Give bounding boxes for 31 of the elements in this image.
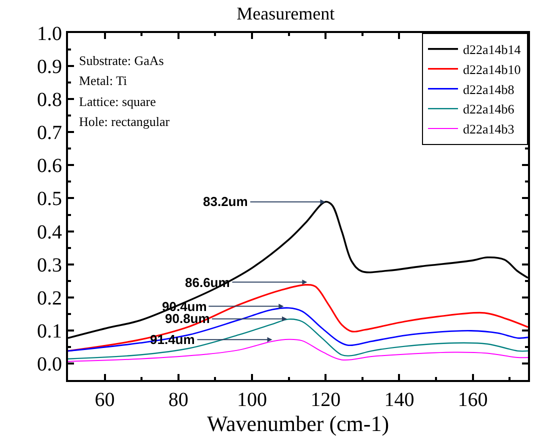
legend-label: d22a14b14 bbox=[463, 42, 522, 58]
legend-label: d22a14b6 bbox=[463, 102, 515, 117]
y-tick-label: 0.9 bbox=[37, 56, 62, 78]
legend-label: d22a14b10 bbox=[463, 62, 521, 77]
x-tick-label: 140 bbox=[384, 389, 414, 411]
x-tick-label: 60 bbox=[94, 389, 115, 411]
x-tick-label: 80 bbox=[168, 389, 188, 411]
x-tick-label: 120 bbox=[310, 389, 341, 411]
annotation: 83.2um bbox=[203, 194, 248, 209]
y-tick-label: 0.8 bbox=[37, 89, 62, 112]
legend-label: d22a14b3 bbox=[463, 122, 514, 137]
annotation: Substrate: GaAs bbox=[79, 53, 164, 68]
y-tick-label: 0.5 bbox=[37, 188, 62, 210]
x-tick-label: 100 bbox=[237, 389, 267, 411]
x-tick-label: 160 bbox=[458, 389, 488, 411]
y-tick-label: 1.0 bbox=[37, 23, 62, 45]
annotation: Hole: rectangular bbox=[79, 114, 170, 129]
y-tick-label: 0.0 bbox=[37, 353, 62, 376]
annotation: Metal: Ti bbox=[79, 73, 128, 88]
y-tick-label: 0.6 bbox=[37, 155, 62, 178]
annotation: 90.8um bbox=[165, 311, 210, 326]
y-tick-label: 0.1 bbox=[37, 320, 62, 342]
legend-label: d22a14b8 bbox=[463, 82, 514, 97]
y-tick-label: 0.4 bbox=[37, 221, 62, 244]
y-tick-label: 0.2 bbox=[37, 287, 62, 310]
chart-title: Measurement bbox=[236, 3, 335, 24]
y-tick-label: 0.3 bbox=[37, 254, 62, 276]
x-axis-title: Wavenumber (cm-1) bbox=[206, 411, 390, 436]
y-tick-label: 0.7 bbox=[37, 122, 62, 144]
annotation: 86.6um bbox=[185, 275, 230, 290]
annotation: Lattice: square bbox=[79, 94, 156, 109]
